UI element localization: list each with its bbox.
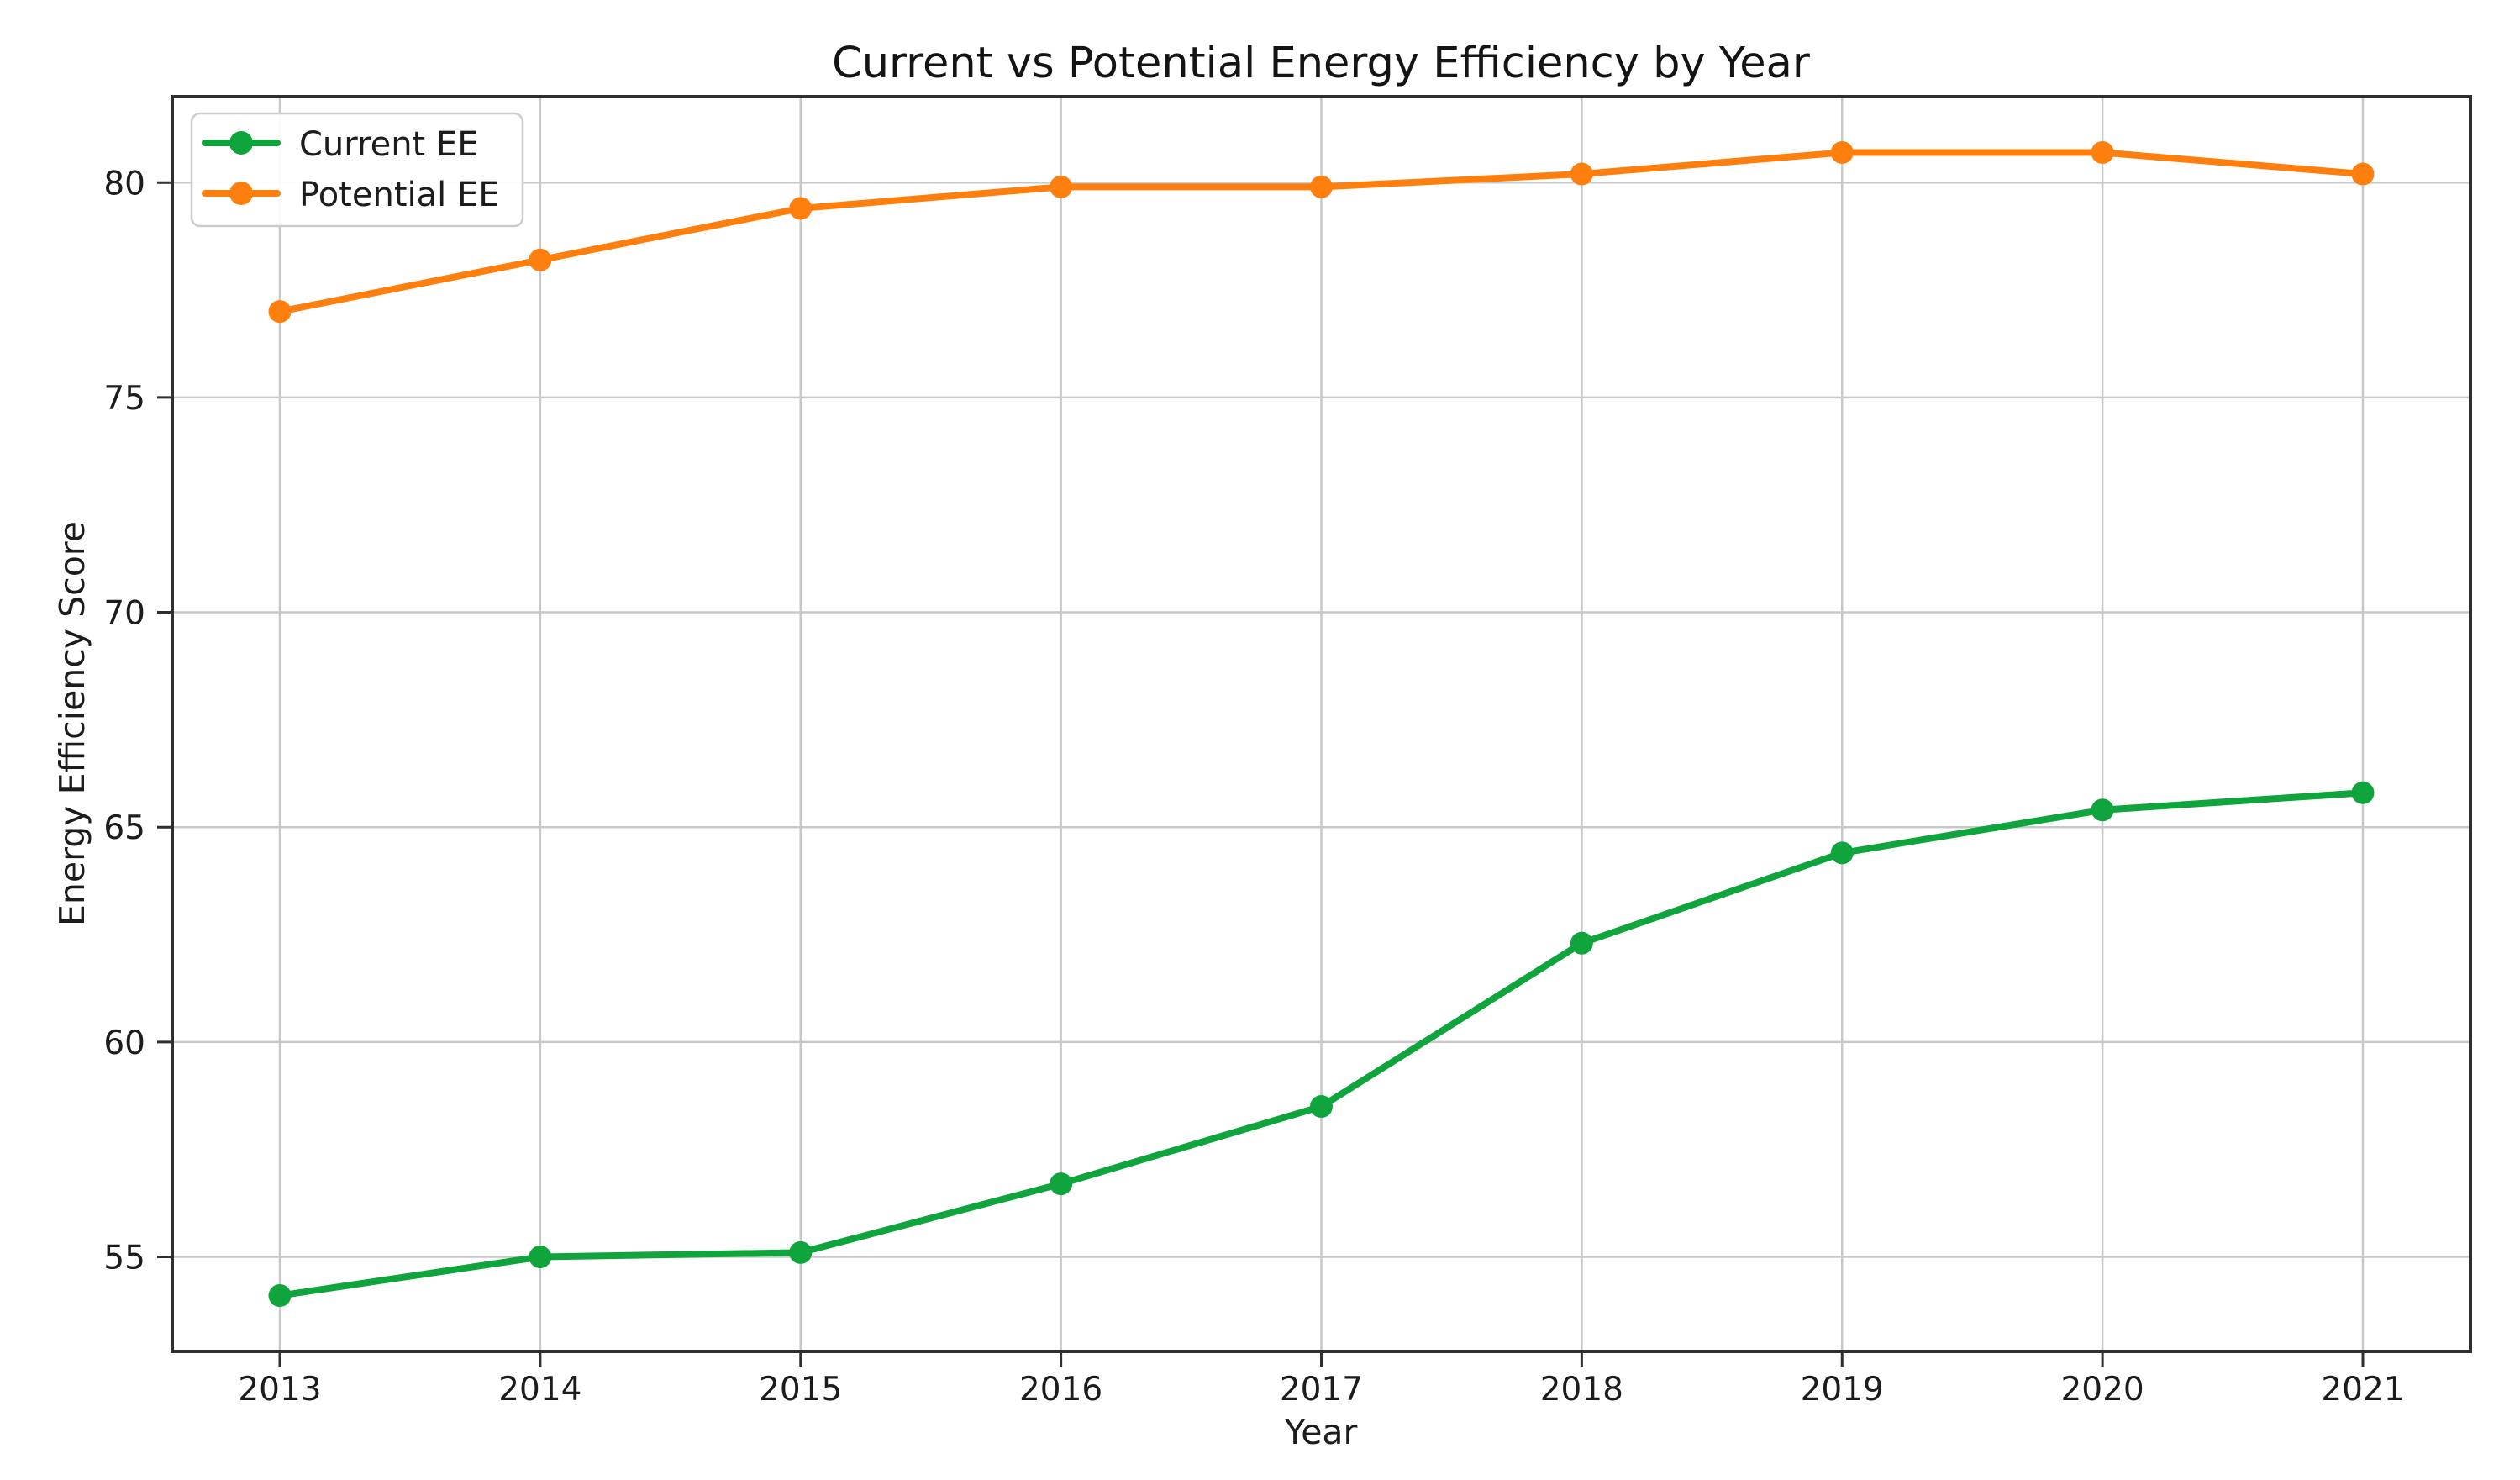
data-point [1050, 175, 1073, 198]
legend-marker-icon [229, 182, 253, 205]
data-point [268, 1284, 292, 1308]
data-point [529, 1246, 552, 1269]
x-tick-label: 2014 [498, 1371, 581, 1409]
y-tick-label: 80 [103, 165, 145, 203]
legend-label: Current EE [299, 125, 479, 164]
x-tick-label: 2021 [2321, 1371, 2404, 1409]
x-tick-label: 2017 [1280, 1371, 1363, 1409]
x-tick-label: 2015 [759, 1371, 842, 1409]
x-tick-label: 2016 [1019, 1371, 1102, 1409]
data-point [2351, 781, 2375, 804]
data-point [1570, 931, 1593, 955]
data-point [2351, 162, 2375, 186]
data-point [1830, 140, 1854, 164]
data-point [2091, 798, 2114, 822]
x-tick-label: 2020 [2060, 1371, 2144, 1409]
legend: Current EE Potential EE [190, 112, 524, 228]
data-point [1310, 175, 1333, 198]
data-point [1830, 841, 1854, 865]
x-tick-label: 2013 [238, 1371, 321, 1409]
y-tick-label: 65 [103, 809, 145, 847]
y-tick-label: 60 [103, 1024, 145, 1062]
data-point [268, 300, 292, 324]
y-tick-label: 55 [103, 1240, 145, 1277]
data-point [1310, 1095, 1333, 1119]
axis-ticks: 55 60 65 70 75 80 2013 2014 2015 2016 2017 2018 2019… [103, 165, 2404, 1409]
x-tick-label: 2019 [1801, 1371, 1884, 1409]
y-axis-label: Energy Efficiency Score [52, 521, 92, 926]
y-tick-label: 75 [103, 380, 145, 418]
legend-entry-current-ee: Current EE [202, 125, 479, 164]
data-point [1050, 1172, 1073, 1196]
data-point [2091, 140, 2114, 164]
legend-marker-icon [229, 131, 253, 155]
y-tick-label: 70 [103, 595, 145, 633]
x-axis-label: Year [1284, 1412, 1358, 1452]
x-tick-label: 2018 [1540, 1371, 1623, 1409]
chart-title: Current vs Potential Energy Efficiency b… [832, 39, 1810, 88]
data-series-layer [268, 140, 2375, 1308]
legend-entry-potential-ee: Potential EE [202, 176, 500, 214]
data-point [789, 197, 813, 220]
data-point [789, 1240, 813, 1264]
legend-label: Potential EE [299, 176, 500, 214]
data-point [1570, 162, 1593, 186]
data-point [529, 248, 552, 271]
gridlines [172, 97, 2470, 1351]
